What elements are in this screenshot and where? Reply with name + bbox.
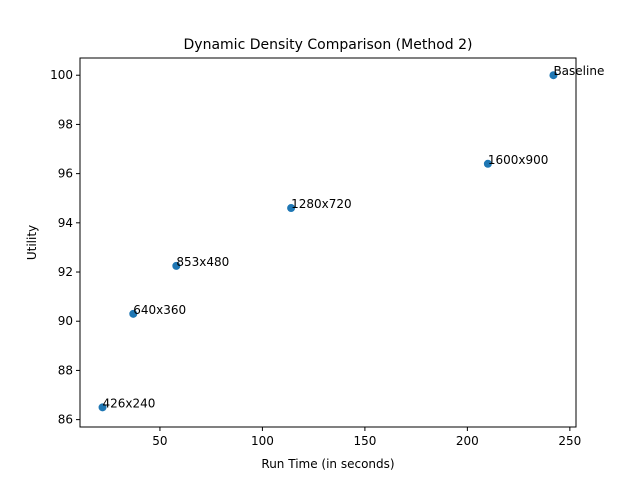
point-label: Baseline xyxy=(553,64,604,78)
plot-area: 426x240 640x360 853x480 1280x720 1600x900 Bas… xyxy=(98,64,604,412)
y-tick-label: 88 xyxy=(58,363,73,377)
y-tick-label: 92 xyxy=(58,265,73,279)
y-tick-label: 100 xyxy=(50,68,73,82)
point-label: 426x240 xyxy=(103,396,156,410)
y-tick-label: 94 xyxy=(58,216,73,230)
x-tick-label: 200 xyxy=(456,434,479,448)
point-label: 853x480 xyxy=(176,255,229,269)
scatter-point xyxy=(287,204,296,213)
y-tick-label: 90 xyxy=(58,314,73,328)
y-tick-label: 98 xyxy=(58,117,73,131)
axes-frame xyxy=(79,57,577,428)
scatter-point xyxy=(483,159,492,168)
chart-title: Dynamic Density Comparison (Method 2) xyxy=(184,37,473,53)
y-tick-label: 96 xyxy=(58,167,73,181)
point-label: 640x360 xyxy=(133,303,186,317)
x-tick-label: 100 xyxy=(251,434,274,448)
x-tick-label: 150 xyxy=(353,434,376,448)
x-axis-label: Run Time (in seconds) xyxy=(261,457,394,471)
x-tick-label: 50 xyxy=(152,434,167,448)
x-axis: 50 100 150 200 250 xyxy=(152,427,581,448)
scatter-point xyxy=(549,71,558,80)
scatter-point xyxy=(129,309,138,318)
x-tick-label: 250 xyxy=(558,434,581,448)
point-label: 1600x900 xyxy=(488,153,549,167)
y-tick-label: 86 xyxy=(58,413,73,427)
scatter-point xyxy=(172,261,181,270)
y-axis-label: Utility xyxy=(25,225,39,260)
scatter-point xyxy=(98,403,107,412)
point-label: 1280x720 xyxy=(291,197,352,211)
y-axis: 86 88 90 92 94 96 98 100 xyxy=(50,68,80,427)
